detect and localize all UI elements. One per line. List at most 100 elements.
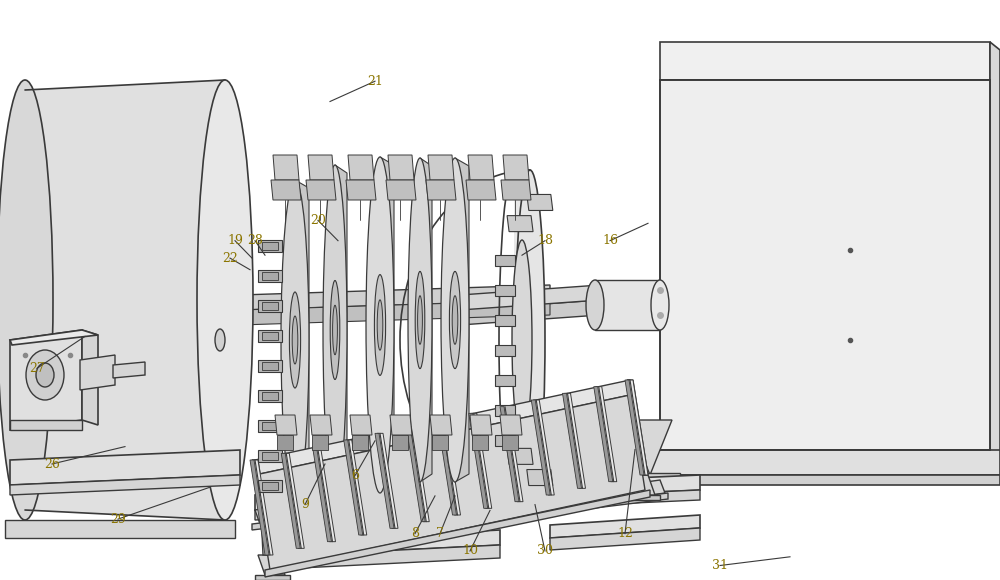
Text: 18: 18 [537,234,553,247]
Polygon shape [380,157,394,493]
Polygon shape [432,435,448,450]
Polygon shape [262,332,278,340]
Polygon shape [471,414,492,508]
Polygon shape [250,460,269,555]
Ellipse shape [333,305,337,355]
Polygon shape [469,414,488,508]
Polygon shape [262,422,278,430]
Text: 22: 22 [222,252,238,264]
Polygon shape [430,415,452,435]
Polygon shape [335,165,347,495]
Polygon shape [252,460,273,555]
Polygon shape [255,490,700,520]
Ellipse shape [377,300,383,350]
Polygon shape [990,42,1000,460]
Text: 21: 21 [367,75,383,88]
Polygon shape [348,155,374,180]
Text: 28: 28 [247,234,263,247]
Polygon shape [262,362,278,370]
Polygon shape [258,555,285,575]
Polygon shape [627,380,648,475]
Polygon shape [252,460,273,555]
Ellipse shape [374,274,386,375]
Ellipse shape [366,157,394,493]
Polygon shape [255,475,700,510]
Polygon shape [252,516,318,530]
Polygon shape [495,435,515,446]
Polygon shape [495,375,515,386]
Polygon shape [306,180,336,200]
Polygon shape [627,380,648,475]
Ellipse shape [323,165,347,495]
Polygon shape [495,345,515,356]
Polygon shape [258,390,282,402]
Text: 7: 7 [436,527,444,540]
Polygon shape [10,475,240,495]
Polygon shape [386,180,416,200]
Polygon shape [258,240,282,252]
Text: 16: 16 [602,234,618,247]
Polygon shape [495,405,515,416]
Ellipse shape [512,240,532,440]
Polygon shape [312,447,332,542]
Polygon shape [258,420,282,432]
Text: 8: 8 [411,527,419,540]
Polygon shape [500,407,519,502]
Polygon shape [10,420,82,430]
Polygon shape [80,355,115,390]
Polygon shape [406,427,425,521]
Ellipse shape [330,281,340,379]
Ellipse shape [515,170,545,510]
Polygon shape [310,415,332,435]
Text: 6: 6 [351,469,359,482]
Ellipse shape [418,296,422,345]
Polygon shape [377,433,398,528]
Polygon shape [514,170,530,510]
Polygon shape [300,530,500,555]
Ellipse shape [452,296,458,345]
Polygon shape [255,502,315,524]
Text: 19: 19 [227,234,243,247]
Ellipse shape [651,280,669,330]
Ellipse shape [415,271,425,369]
Polygon shape [275,415,297,435]
Polygon shape [255,380,630,475]
Text: 20: 20 [310,214,326,227]
Polygon shape [271,180,301,200]
Polygon shape [5,520,235,538]
Ellipse shape [449,271,461,369]
Polygon shape [392,435,408,450]
Polygon shape [258,460,527,471]
Polygon shape [314,447,336,542]
Ellipse shape [197,80,253,520]
Polygon shape [344,440,363,535]
Polygon shape [388,155,414,180]
Polygon shape [262,242,278,250]
Polygon shape [466,180,496,200]
Polygon shape [262,452,278,460]
Polygon shape [312,435,328,450]
Polygon shape [533,400,554,495]
Polygon shape [262,272,278,280]
Text: 12: 12 [617,527,633,540]
Polygon shape [260,488,278,555]
Text: 26: 26 [44,458,60,470]
Polygon shape [258,270,282,282]
Polygon shape [531,400,550,495]
Ellipse shape [292,316,298,364]
Ellipse shape [289,292,301,388]
Polygon shape [352,435,368,450]
Polygon shape [428,155,454,180]
Polygon shape [265,490,650,577]
Polygon shape [262,302,278,310]
Polygon shape [628,420,672,475]
Polygon shape [502,435,518,450]
Polygon shape [550,528,700,550]
Polygon shape [495,255,515,266]
Polygon shape [620,473,680,490]
Polygon shape [495,285,515,296]
Polygon shape [281,454,300,548]
Polygon shape [620,450,1000,475]
Polygon shape [460,285,600,310]
Ellipse shape [586,280,604,330]
